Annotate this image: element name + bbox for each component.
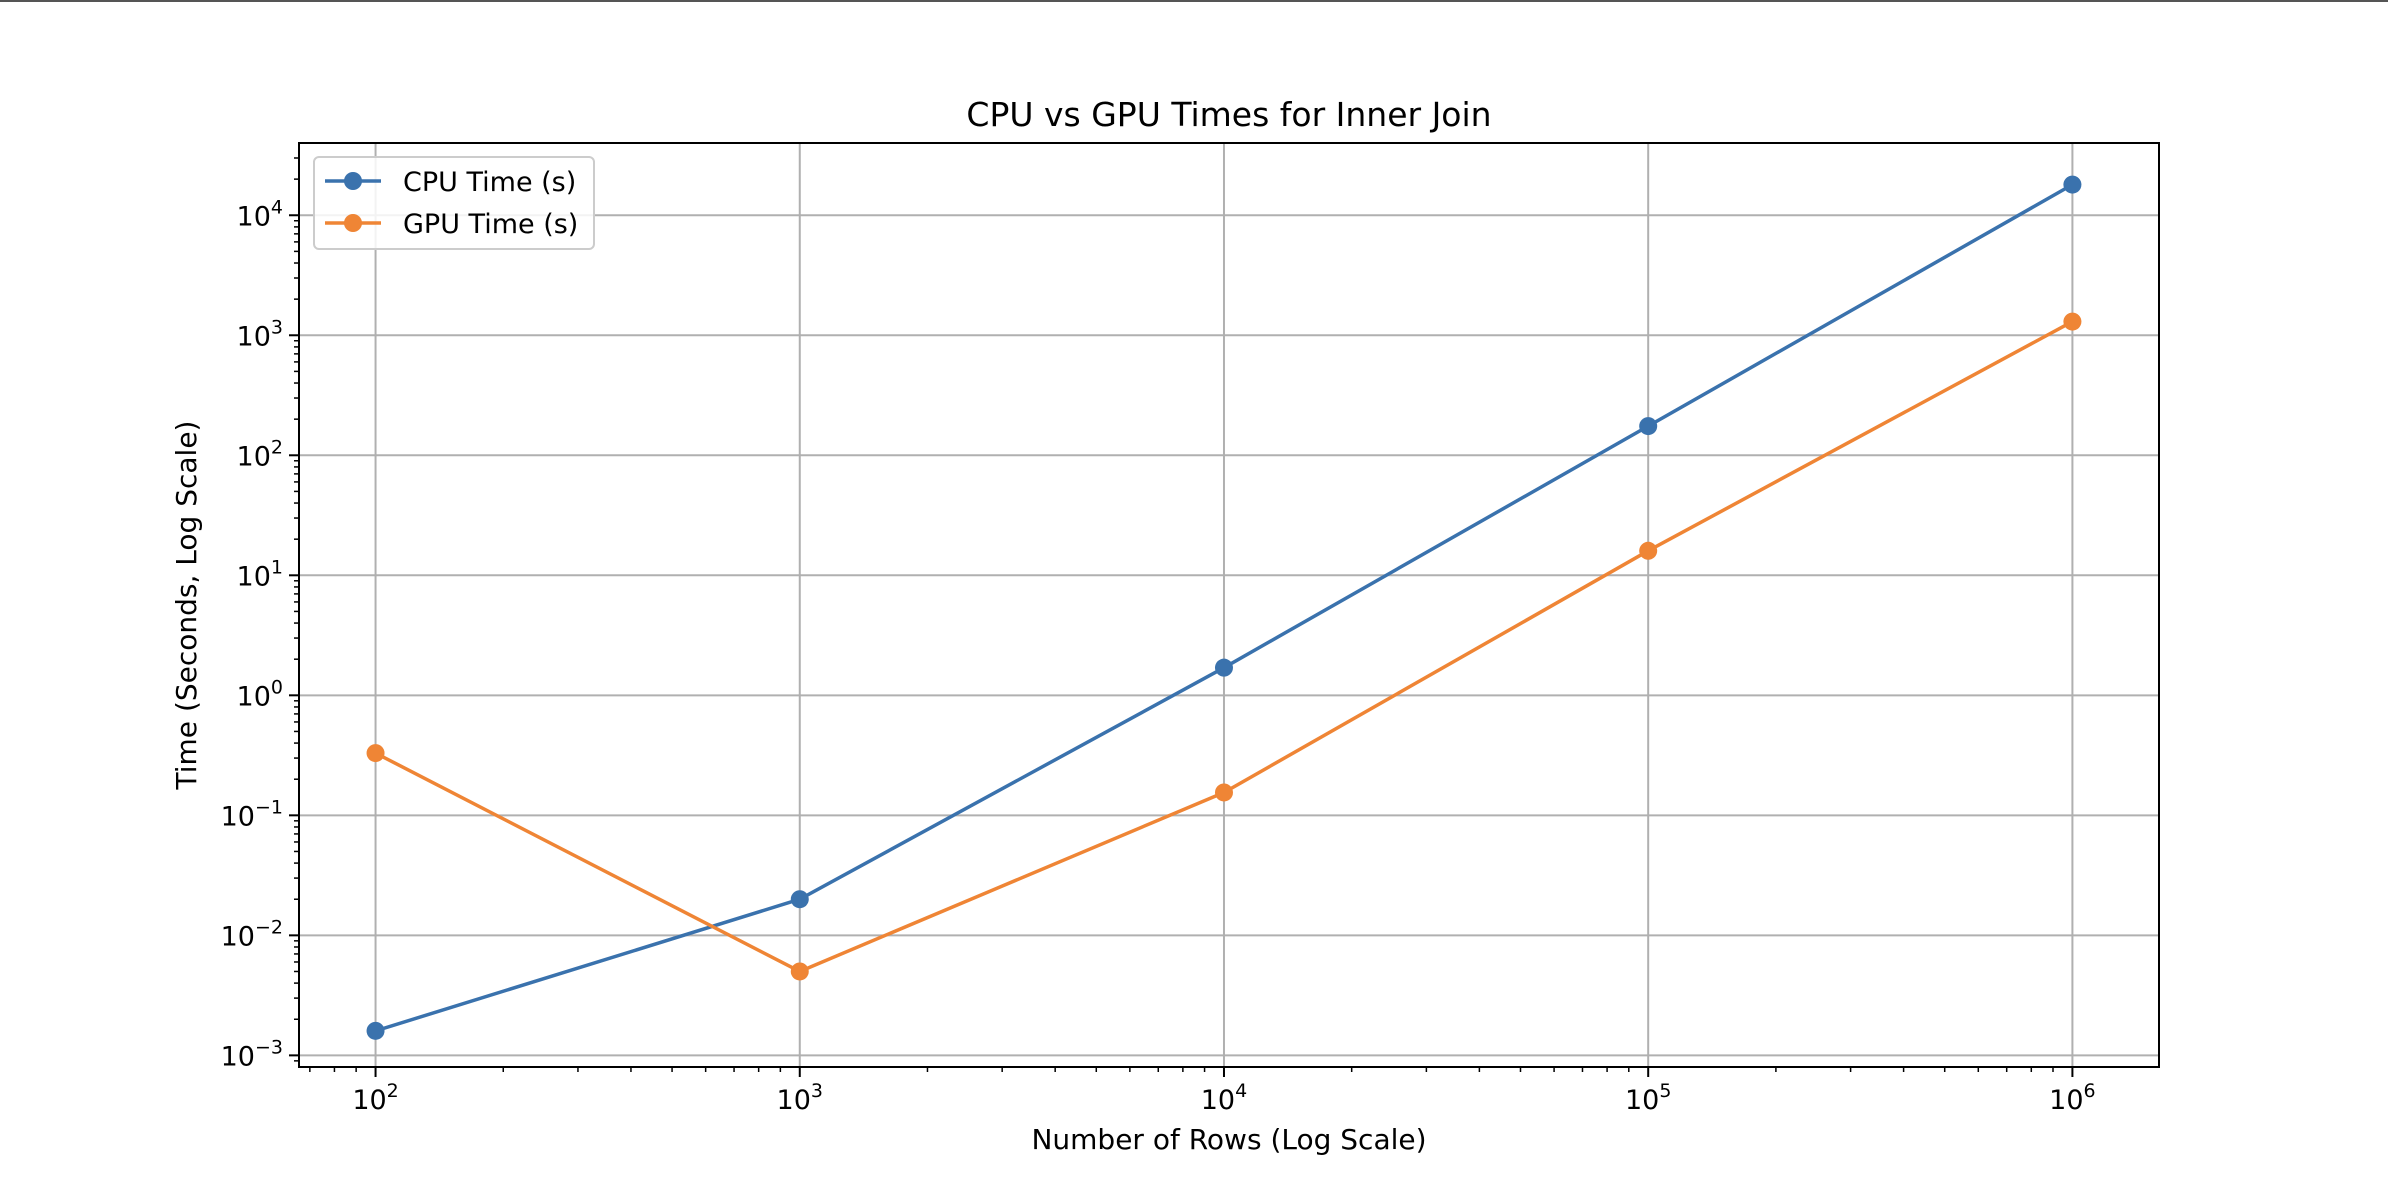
- y-tick-label: 10−1: [221, 796, 283, 832]
- x-axis-title: Number of Rows (Log Scale): [1031, 1123, 1426, 1156]
- data-point-cpu: [790, 890, 809, 909]
- data-point-cpu: [1214, 658, 1233, 677]
- grid-lines: [299, 143, 2159, 1067]
- y-tick-label: 100: [237, 676, 283, 712]
- major-ticks: [289, 214, 2074, 1077]
- y-tick-label: 10−3: [221, 1036, 283, 1072]
- data-point-gpu: [790, 962, 809, 981]
- legend-box: [313, 156, 595, 250]
- x-tick-label: 102: [352, 1080, 398, 1116]
- data-point-cpu: [366, 1021, 385, 1040]
- data-point-gpu: [1639, 541, 1658, 560]
- y-tick-label: 10−2: [221, 916, 283, 952]
- x-tick-label: 106: [2049, 1080, 2095, 1116]
- y-tick-label: 102: [237, 436, 283, 472]
- series-layer: [366, 175, 2082, 1040]
- legend: CPU Time (s) GPU Time (s): [313, 156, 595, 250]
- legend-marker-gpu: [344, 214, 362, 232]
- x-tick-label: 104: [1201, 1080, 1247, 1116]
- plot-frame: [298, 142, 2160, 1068]
- legend-label-cpu: CPU Time (s): [403, 167, 576, 198]
- x-tick-label: 103: [777, 1080, 823, 1116]
- y-tick-label: 101: [237, 556, 283, 592]
- chart-title: CPU vs GPU Times for Inner Join: [966, 95, 1491, 134]
- x-tick-label: 105: [1625, 1080, 1671, 1116]
- legend-marker-cpu: [344, 172, 362, 190]
- data-point-gpu: [2063, 312, 2082, 331]
- top-border-line: [0, 0, 2388, 2]
- y-tick-labels: 10−3 10−2 10−1 100 101 102 103 104: [221, 196, 283, 1072]
- y-tick-label: 104: [237, 196, 283, 232]
- data-point-gpu: [1214, 783, 1233, 802]
- data-point-gpu: [366, 744, 385, 763]
- legend-label-gpu: GPU Time (s): [403, 209, 578, 240]
- x-tick-labels: 102 103 104 105 106: [352, 1080, 2095, 1116]
- y-tick-label: 103: [237, 316, 283, 352]
- data-point-cpu: [2063, 175, 2082, 194]
- data-point-cpu: [1639, 417, 1658, 436]
- y-axis-title: Time (Seconds, Log Scale): [170, 421, 203, 791]
